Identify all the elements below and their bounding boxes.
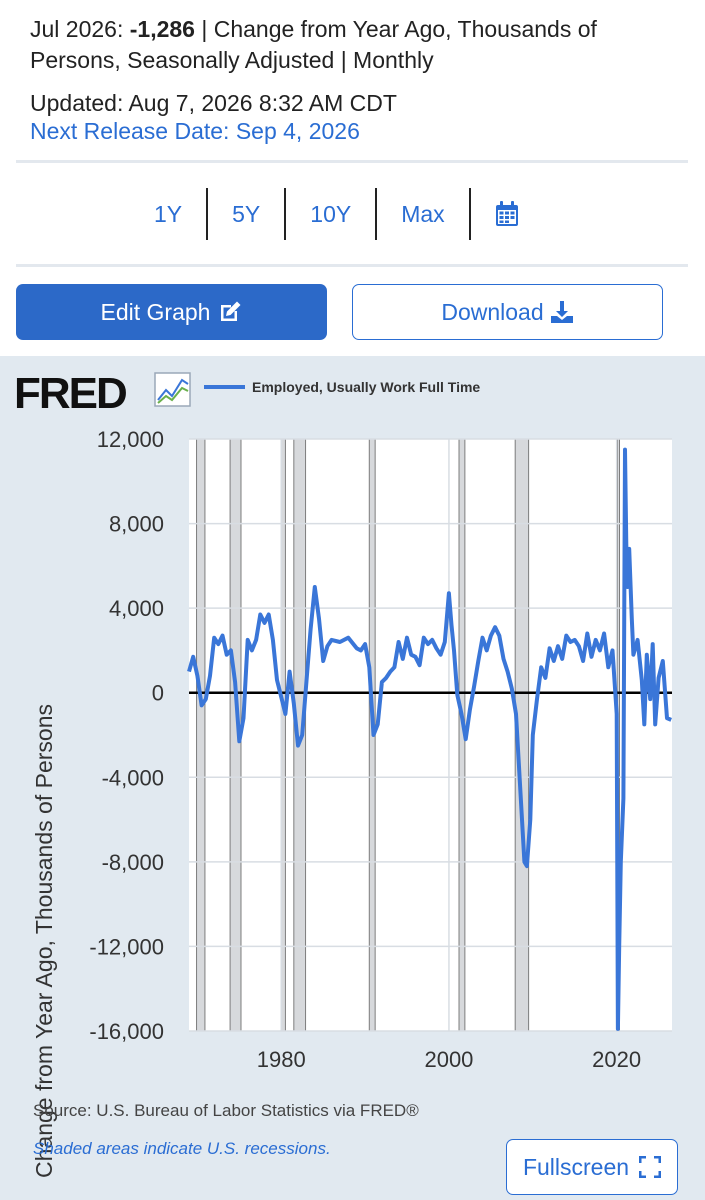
legend-label: Employed, Usually Work Full Time <box>252 379 480 395</box>
series-units: | Change from Year Ago, Thousands of Per… <box>30 16 597 73</box>
range-separator <box>206 188 209 240</box>
series-line <box>187 447 672 1031</box>
edit-graph-button[interactable]: Edit Graph <box>16 284 327 340</box>
chart-canvas: FRED Employed, Usually Work Full Time 12… <box>14 369 672 1178</box>
x-tick-label: 2000 <box>424 1047 473 1072</box>
observation-value: -1,286 <box>129 16 195 42</box>
calendar-button[interactable] <box>471 188 543 240</box>
recession-band <box>196 438 206 1032</box>
next-release-link[interactable]: Next Release Date: Sep 4, 2026 <box>30 118 360 144</box>
range-5y-button[interactable]: 5Y <box>232 200 261 227</box>
download-button[interactable]: Download <box>352 284 663 340</box>
fullscreen-button[interactable]: Fullscreen <box>506 1139 678 1195</box>
y-tick-label: 12,000 <box>97 427 164 452</box>
divider-bottom <box>16 264 688 267</box>
divider-top <box>16 160 688 163</box>
fred-logo: FRED <box>14 369 128 418</box>
download-icon <box>550 301 573 323</box>
range-10y-button[interactable]: 10Y <box>310 200 352 227</box>
y-tick-label: -12,000 <box>89 934 164 959</box>
range-1y-button[interactable]: 1Y <box>154 200 183 227</box>
y-tick-labels: 12,000 8,000 4,000 0 -4,000 -8,000 -12,000 -16,… <box>89 427 164 1044</box>
x-tick-label: 1980 <box>257 1047 306 1072</box>
chart-panel: FRED Employed, Usually Work Full Time 12… <box>0 356 705 1200</box>
y-tick-label: -16,000 <box>89 1019 164 1044</box>
fred-logo-text: FRED <box>14 369 126 418</box>
edit-graph-label: Edit Graph <box>100 298 211 325</box>
x-tick-label: 2020 <box>592 1047 641 1072</box>
updated-timestamp: Updated: Aug 7, 2026 8:32 AM CDT <box>30 90 397 116</box>
download-label: Download <box>441 298 544 325</box>
y-tick-label: 8,000 <box>109 512 164 537</box>
x-tick-labels: 1980 2000 2020 <box>257 1047 641 1072</box>
plot-area <box>189 439 672 1031</box>
y-tick-label: -4,000 <box>102 765 164 790</box>
chart-line-icon <box>154 372 191 407</box>
y-tick-label: 4,000 <box>109 596 164 621</box>
range-max-button[interactable]: Max <box>401 200 445 227</box>
series-headline: Jul 2026: -1,286 | Change from Year Ago,… <box>30 14 680 76</box>
y-tick-label: 0 <box>152 681 164 706</box>
observation-date: Jul 2026: <box>30 16 124 42</box>
fullscreen-label: Fullscreen <box>522 1153 630 1180</box>
y-tick-label: -8,000 <box>102 850 164 875</box>
recession-note: Shaded areas indicate U.S. recessions. <box>33 1139 331 1158</box>
range-separator <box>468 188 471 240</box>
y-axis-label: Change from Year Ago, Thousands of Perso… <box>31 704 57 1178</box>
range-separator <box>284 188 287 240</box>
range-separator <box>375 188 378 240</box>
edit-icon <box>221 301 241 321</box>
source-note: Source: U.S. Bureau of Labor Statistics … <box>33 1101 419 1120</box>
date-range-selector: 1Y 5Y 10Y Max <box>130 188 543 240</box>
calendar-icon <box>495 201 518 226</box>
fullscreen-icon <box>639 1156 662 1178</box>
